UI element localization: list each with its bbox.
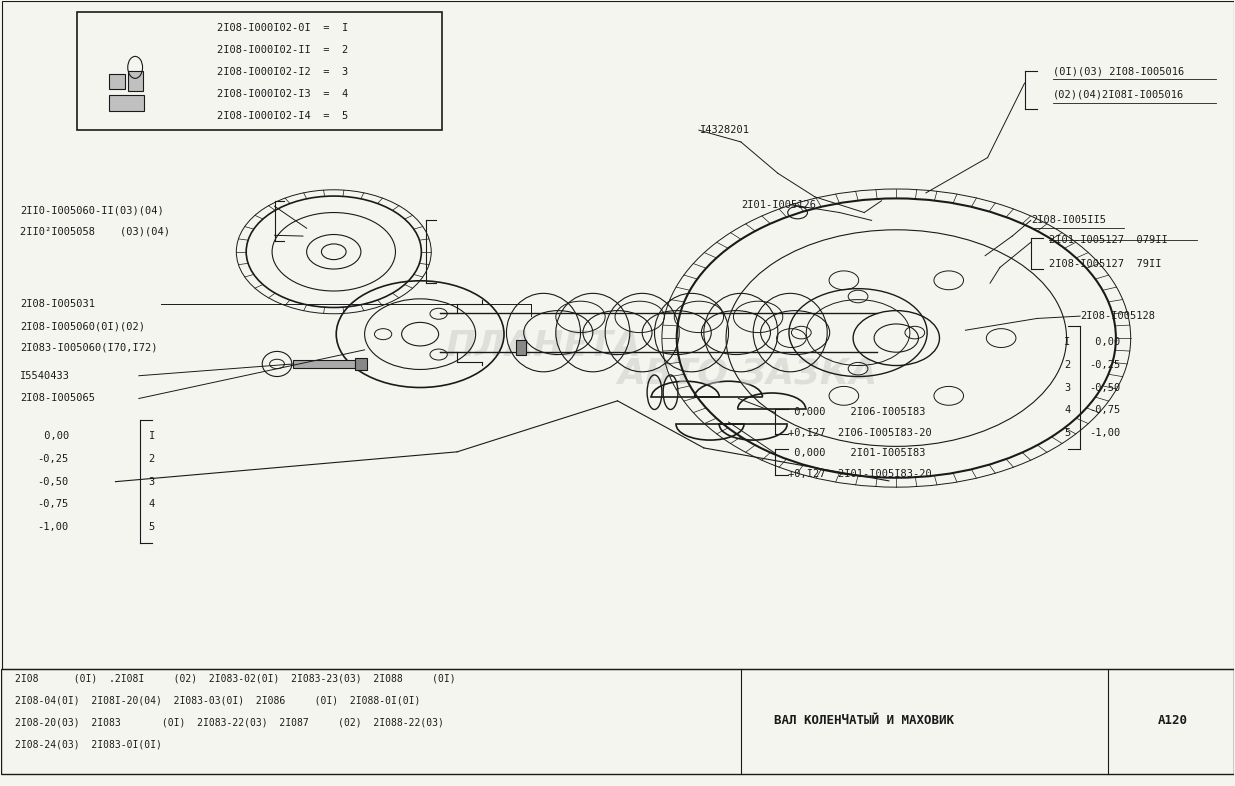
- Text: 0,00: 0,00: [38, 432, 69, 441]
- Text: 2I08-I005060(0I)(02): 2I08-I005060(0I)(02): [21, 321, 146, 332]
- Bar: [1, 669, 1234, 773]
- Text: 3: 3: [1065, 383, 1071, 392]
- Bar: [2, 1, 1234, 669]
- Text: 5: 5: [1065, 428, 1071, 438]
- Text: 2I08-I000I02-I4  =  5: 2I08-I000I02-I4 = 5: [216, 111, 348, 121]
- Text: 4: 4: [1065, 406, 1071, 415]
- Text: -0,25: -0,25: [1089, 360, 1120, 369]
- Text: 2I08-I005128: 2I08-I005128: [1081, 311, 1155, 321]
- Text: 2I08-I000I02-I2  =  3: 2I08-I000I02-I2 = 3: [216, 67, 348, 77]
- Text: 2I08-04(0I)  2I08I-20(04)  2I083-03(0I)  2I086     (0I)  2I088-0I(0I): 2I08-04(0I) 2I08I-20(04) 2I083-03(0I) 2I…: [16, 696, 421, 706]
- Text: -0,50: -0,50: [38, 476, 69, 487]
- Text: 2I08-I005II5: 2I08-I005II5: [1031, 215, 1105, 226]
- Text: 2I08-I000I02-II  =  2: 2I08-I000I02-II = 2: [216, 45, 348, 55]
- Text: 2I08-I005031: 2I08-I005031: [21, 299, 95, 309]
- Text: +0,I27  2I06-I005I83-20: +0,I27 2I06-I005I83-20: [788, 428, 931, 438]
- Text: 2I08-24(03)  2I083-0I(0I): 2I08-24(03) 2I083-0I(0I): [16, 740, 162, 750]
- Text: -1,00: -1,00: [1089, 428, 1120, 438]
- Text: 0,000    2I01-I005I83: 0,000 2I01-I005I83: [788, 448, 925, 457]
- Text: 2I01-I005126: 2I01-I005126: [741, 200, 816, 210]
- Text: А120: А120: [1157, 714, 1188, 728]
- Bar: [293, 360, 361, 368]
- Text: 2I08-I000I02-I3  =  4: 2I08-I000I02-I3 = 4: [216, 89, 348, 99]
- Text: 4: 4: [148, 499, 154, 509]
- Text: 2I08-I005127  79II: 2I08-I005127 79II: [1050, 259, 1162, 269]
- Bar: [354, 358, 367, 370]
- Text: -0,25: -0,25: [38, 454, 69, 464]
- Text: I4328201: I4328201: [700, 125, 750, 135]
- Text: 0,00: 0,00: [1089, 337, 1120, 347]
- Text: +0,I27  2I01-I005I83-20: +0,I27 2I01-I005I83-20: [788, 468, 931, 479]
- Text: ВАЛ КОЛЕНЧАТЫЙ И МАХОВИК: ВАЛ КОЛЕНЧАТЫЙ И МАХОВИК: [774, 714, 955, 728]
- Text: 2II0-I005060-II(03)(04): 2II0-I005060-II(03)(04): [21, 205, 164, 215]
- Text: 2I08-20(03)  2I083       (0I)  2I083-22(03)  2I087     (02)  2I088-22(03): 2I08-20(03) 2I083 (0I) 2I083-22(03) 2I08…: [16, 718, 445, 728]
- Text: I: I: [1065, 337, 1071, 347]
- Text: 2I08-I005065: 2I08-I005065: [21, 394, 95, 403]
- Text: 2I01-I005127  079II: 2I01-I005127 079II: [1050, 235, 1168, 245]
- Text: -1,00: -1,00: [38, 522, 69, 532]
- Text: -0,75: -0,75: [38, 499, 69, 509]
- Text: 5: 5: [148, 522, 154, 532]
- Text: 2I083-I005060(I70,I72): 2I083-I005060(I70,I72): [21, 343, 158, 352]
- Text: -0,75: -0,75: [1089, 406, 1120, 415]
- Text: АВТО ЗАЗКА: АВТО ЗАЗКА: [618, 356, 878, 391]
- Text: (0I)(03) 2I08-I005016: (0I)(03) 2I08-I005016: [1053, 66, 1184, 76]
- Text: ПЛАНЕТА: ПЛАНЕТА: [445, 329, 641, 363]
- Text: 2: 2: [1065, 360, 1071, 369]
- Text: 2I08      (0I)  .2I08I     (02)  2I083-02(0I)  2I083-23(03)  2I088     (0I): 2I08 (0I) .2I08I (02) 2I083-02(0I) 2I083…: [16, 674, 456, 684]
- Text: 2II0²I005058    (03)(04): 2II0²I005058 (03)(04): [21, 226, 170, 237]
- Bar: [109, 74, 125, 90]
- Bar: [109, 95, 143, 111]
- Text: 0,000    2I06-I005I83: 0,000 2I06-I005I83: [788, 407, 925, 417]
- Bar: [77, 13, 442, 130]
- Bar: [127, 72, 142, 91]
- Text: I: I: [148, 432, 154, 441]
- Text: 2: 2: [148, 454, 154, 464]
- Text: I5540433: I5540433: [21, 371, 70, 380]
- Bar: [516, 340, 526, 355]
- Text: 2I08-I000I02-0I  =  I: 2I08-I000I02-0I = I: [216, 23, 348, 33]
- Text: 3: 3: [148, 476, 154, 487]
- Text: (02)(04)2I08I-I005016: (02)(04)2I08I-I005016: [1053, 90, 1184, 100]
- Text: -0,50: -0,50: [1089, 383, 1120, 392]
